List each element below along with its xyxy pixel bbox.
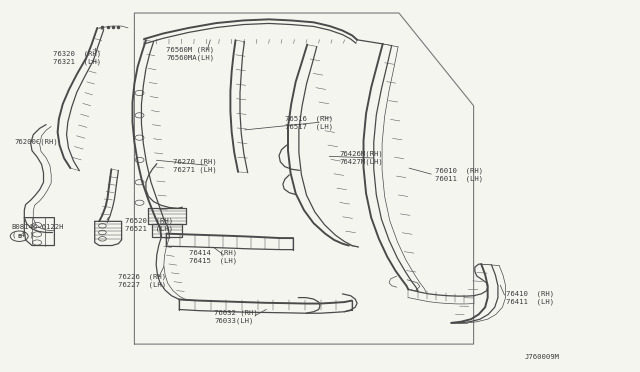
Text: B08146-6122H
( 4 ): B08146-6122H ( 4 ) xyxy=(12,224,64,238)
Text: 76320  (RH)
76321  (LH): 76320 (RH) 76321 (LH) xyxy=(53,50,101,65)
Text: 76270 (RH)
76271 (LH): 76270 (RH) 76271 (LH) xyxy=(173,158,216,173)
Text: 76226  (RH)
76227  (LH): 76226 (RH) 76227 (LH) xyxy=(118,273,166,288)
Text: 76010  (RH)
76011  (LH): 76010 (RH) 76011 (LH) xyxy=(435,167,483,182)
Text: B: B xyxy=(17,234,21,239)
Text: 76410  (RH)
76411  (LH): 76410 (RH) 76411 (LH) xyxy=(506,290,554,305)
Text: 76414  (RH)
76415  (LH): 76414 (RH) 76415 (LH) xyxy=(189,249,237,264)
Text: 76032 (RH)
76033(LH): 76032 (RH) 76033(LH) xyxy=(214,310,258,324)
Text: 76560M (RH)
76560MA(LH): 76560M (RH) 76560MA(LH) xyxy=(166,46,214,61)
Text: J760009M: J760009M xyxy=(525,354,560,360)
Text: 76520  (RH)
76521  (LH): 76520 (RH) 76521 (LH) xyxy=(125,218,173,232)
Text: 76516  (RH)
76517  (LH): 76516 (RH) 76517 (LH) xyxy=(285,115,333,130)
Text: 76426M(RH)
76427M(LH): 76426M(RH) 76427M(LH) xyxy=(339,151,383,166)
Text: 76200C(RH): 76200C(RH) xyxy=(14,138,58,145)
